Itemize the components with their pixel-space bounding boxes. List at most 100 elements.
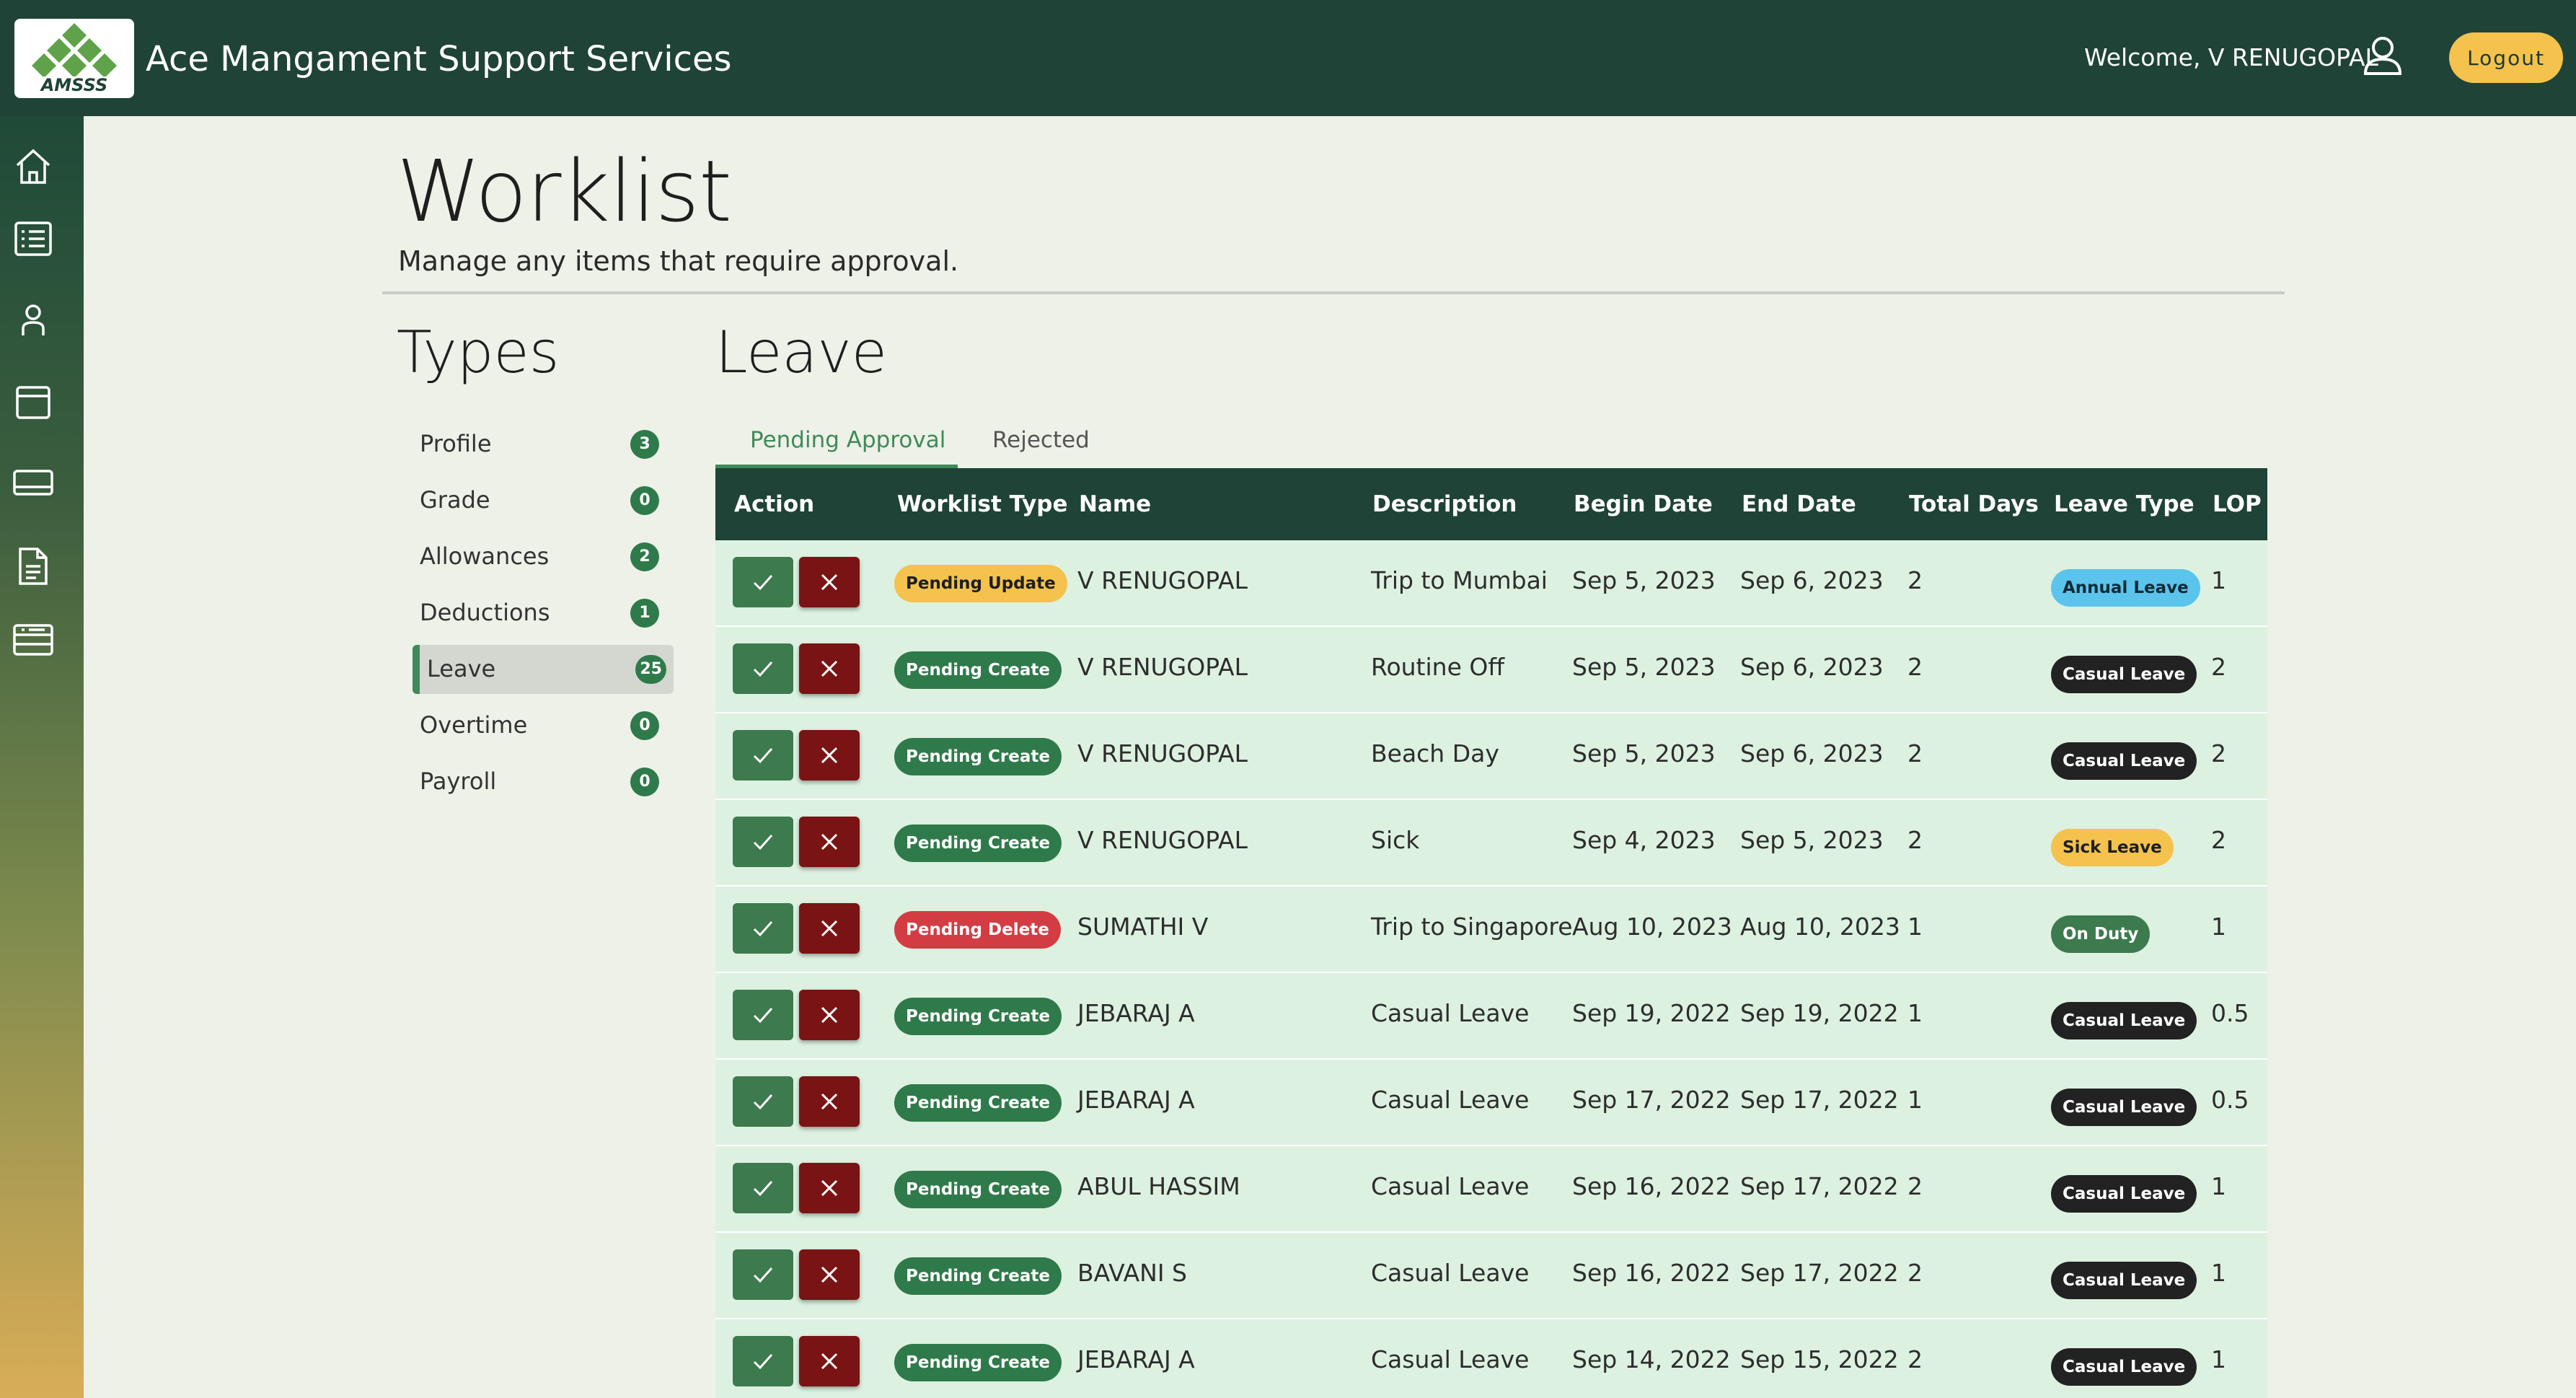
approve-button[interactable]: [733, 817, 793, 867]
approve-button[interactable]: [733, 557, 793, 607]
type-label: Overtime: [420, 711, 528, 739]
tab-pending-approval[interactable]: Pending Approval: [750, 418, 945, 462]
reject-button[interactable]: [799, 990, 860, 1040]
reject-button[interactable]: [799, 1076, 860, 1127]
type-label: Deductions: [420, 599, 550, 626]
lop-days: 1: [2211, 1259, 2226, 1287]
leave-type-badge: Annual Leave: [2051, 569, 2200, 607]
worklist-type-badge: Pending Create: [894, 1344, 1062, 1381]
column-header-leave-type: Leave Type: [2054, 491, 2195, 517]
type-item-profile[interactable]: Profile 3: [413, 420, 666, 469]
card-icon[interactable]: [12, 461, 55, 504]
type-item-allowances[interactable]: Allowances 2: [413, 532, 666, 581]
worklist-type-badge: Pending Create: [894, 998, 1062, 1035]
table-row: Pending Create JEBARAJ A Casual Leave Sep 1…: [715, 1319, 2267, 1398]
approve-button[interactable]: [733, 1163, 793, 1213]
approve-button[interactable]: [733, 903, 793, 954]
reject-button[interactable]: [799, 903, 860, 954]
company-logo[interactable]: AMSSS: [14, 19, 134, 98]
active-tab-indicator: [715, 465, 958, 468]
leave-type-badge: Casual Leave: [2051, 1262, 2197, 1299]
reject-button[interactable]: [799, 557, 860, 607]
count-badge: 2: [630, 542, 659, 571]
approve-button[interactable]: [733, 1249, 793, 1300]
leave-description: Casual Leave: [1371, 1172, 1530, 1200]
type-item-deductions[interactable]: Deductions 1: [413, 589, 666, 638]
table-row: Pending Create JEBARAJ A Casual Leave Sep 1…: [715, 973, 2267, 1060]
table-row: Pending Create V RENUGOPAL Routine Off Sep …: [715, 627, 2267, 713]
total-days: 2: [1907, 739, 1923, 768]
count-badge: 0: [630, 711, 659, 740]
approve-button[interactable]: [733, 1076, 793, 1127]
close-icon: [821, 833, 838, 850]
begin-date: Sep 5, 2023: [1572, 739, 1716, 768]
employee-name: JEBARAJ A: [1077, 999, 1195, 1027]
reject-button[interactable]: [799, 1249, 860, 1300]
end-date: Aug 10, 2023: [1740, 913, 1900, 941]
begin-date: Sep 14, 2022: [1572, 1345, 1731, 1373]
count-badge: 1: [630, 599, 659, 628]
column-header-end-date: End Date: [1742, 491, 1856, 517]
end-date: Sep 17, 2022: [1740, 1172, 1899, 1200]
total-days: 2: [1907, 1345, 1923, 1373]
total-days: 2: [1907, 1259, 1923, 1287]
reject-button[interactable]: [799, 643, 860, 694]
end-date: Sep 6, 2023: [1740, 653, 1884, 681]
approve-button[interactable]: [733, 643, 793, 694]
list-icon[interactable]: [12, 217, 55, 260]
page-subtitle: Manage any items that require approval.: [398, 245, 959, 277]
type-item-overtime[interactable]: Overtime 0: [413, 701, 666, 750]
column-header-worklist-type: Worklist Type: [897, 491, 1068, 517]
check-icon: [753, 748, 773, 764]
worklist-type-badge: Pending Create: [894, 1171, 1062, 1208]
check-icon: [753, 1181, 773, 1197]
calendar-icon[interactable]: [12, 380, 55, 423]
worklist-type-badge: Pending Create: [894, 1084, 1062, 1122]
user-icon[interactable]: [12, 298, 55, 341]
logout-button[interactable]: Logout: [2449, 32, 2563, 83]
home-icon[interactable]: [12, 145, 55, 188]
reject-button[interactable]: [799, 817, 860, 867]
lop-days: 2: [2211, 653, 2226, 681]
column-header-name: Name: [1079, 491, 1152, 517]
leave-type-badge: Casual Leave: [2051, 742, 2197, 780]
employee-name: V RENUGOPAL: [1077, 739, 1248, 768]
begin-date: Sep 4, 2023: [1572, 826, 1716, 854]
leave-type-badge: Casual Leave: [2051, 1089, 2197, 1126]
user-profile-icon[interactable]: [2363, 35, 2403, 76]
tab-rejected[interactable]: Rejected: [992, 418, 1090, 462]
close-icon: [821, 747, 838, 764]
page-title: Worklist: [397, 141, 732, 241]
employee-name: JEBARAJ A: [1077, 1345, 1195, 1373]
approve-button[interactable]: [733, 730, 793, 781]
table-icon[interactable]: [12, 618, 55, 661]
count-badge: 0: [630, 486, 659, 515]
column-header-description: Description: [1372, 491, 1517, 517]
close-icon: [821, 1179, 838, 1197]
check-icon: [753, 1354, 773, 1370]
welcome-text: Welcome, V RENUGOPAL: [2084, 43, 2378, 71]
approve-button[interactable]: [733, 1336, 793, 1386]
leave-type-badge: Sick Leave: [2051, 829, 2174, 866]
total-days: 1: [1907, 913, 1923, 941]
leave-description: Trip to Mumbai: [1371, 566, 1548, 594]
close-icon: [821, 1353, 838, 1370]
lop-days: 1: [2211, 1345, 2226, 1373]
reject-button[interactable]: [799, 1336, 860, 1386]
close-icon: [821, 1266, 838, 1283]
type-item-grade[interactable]: Grade 0: [413, 476, 666, 525]
begin-date: Sep 5, 2023: [1572, 653, 1716, 681]
worklist-type-badge: Pending Delete: [894, 911, 1061, 949]
reject-button[interactable]: [799, 730, 860, 781]
begin-date: Sep 16, 2022: [1572, 1259, 1731, 1287]
count-badge: 3: [630, 430, 659, 459]
app-title: Ace Mangament Support Services: [146, 39, 732, 79]
approve-button[interactable]: [733, 990, 793, 1040]
document-icon[interactable]: [12, 545, 55, 588]
reject-button[interactable]: [799, 1163, 860, 1213]
employee-name: SUMATHI V: [1077, 913, 1209, 941]
type-item-payroll[interactable]: Payroll 0: [413, 757, 666, 806]
begin-date: Sep 5, 2023: [1572, 566, 1716, 594]
type-item-leave[interactable]: Leave 25: [413, 645, 674, 694]
check-icon: [753, 661, 773, 677]
